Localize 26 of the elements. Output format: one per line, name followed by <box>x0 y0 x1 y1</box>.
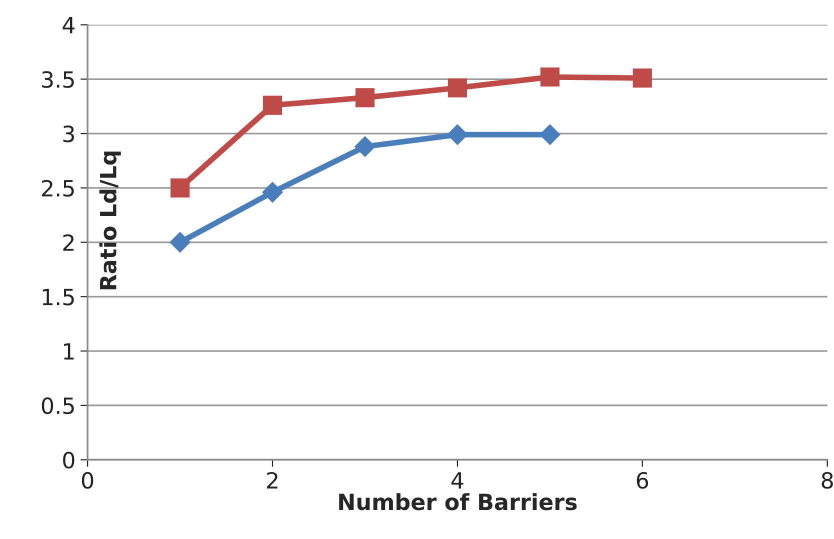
y-tick-label: 3.5 <box>42 71 74 88</box>
point <box>262 182 283 203</box>
point <box>170 178 190 198</box>
y-tick-label: 1 <box>64 343 74 360</box>
y-tick-label: 3 <box>63 125 74 142</box>
point <box>262 96 282 115</box>
x-tick-label: 2 <box>267 472 278 488</box>
y-tick-label: 0 <box>63 452 74 469</box>
x-tick-label: 4 <box>451 472 464 488</box>
point <box>448 78 467 98</box>
y-axis-title: Ratio Ld/Lq <box>99 152 121 290</box>
point <box>170 232 190 253</box>
point <box>355 88 375 108</box>
point <box>354 136 376 157</box>
y-tick-label: 1.5 <box>42 288 74 306</box>
x-tick-label: 6 <box>636 472 648 489</box>
y-tick-label: 2.5 <box>42 180 74 197</box>
point <box>540 67 560 87</box>
x-tick-label: 8 <box>822 472 833 489</box>
point <box>632 68 652 88</box>
y-tick-label: 0.5 <box>42 397 74 414</box>
x-axis-title: Number of Barriers <box>339 493 577 510</box>
point <box>540 124 560 145</box>
y-tick-label: 2 <box>63 234 74 251</box>
x-tick-label: 0 <box>82 472 94 489</box>
y-tick-label: 4 <box>62 17 75 34</box>
